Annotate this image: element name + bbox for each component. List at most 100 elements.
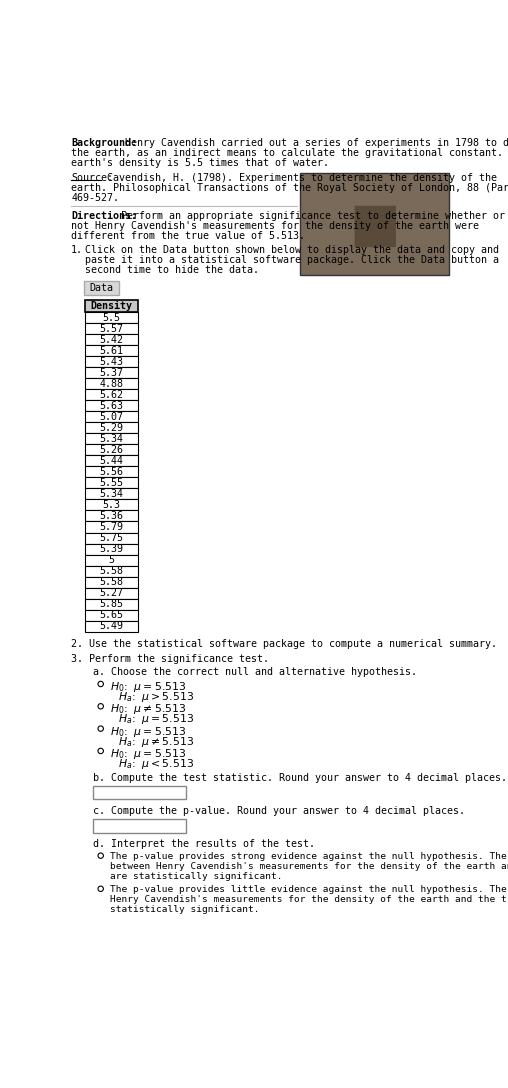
Text: 469-527.: 469-527. [71, 193, 119, 203]
Text: Directions:: Directions: [71, 211, 137, 221]
Text: 5.37: 5.37 [100, 368, 123, 378]
FancyBboxPatch shape [85, 312, 138, 323]
Text: 1.: 1. [71, 245, 83, 256]
Text: c. Compute the p-value. Round your answer to 4 decimal places.: c. Compute the p-value. Round your answe… [93, 805, 465, 816]
Text: 5.63: 5.63 [100, 400, 123, 411]
Text: 5.85: 5.85 [100, 599, 123, 609]
Text: the earth, as an indirect means to calculate the gravitational constant. A measu: the earth, as an indirect means to calcu… [71, 148, 508, 158]
FancyBboxPatch shape [85, 411, 138, 422]
Text: between Henry Cavendish's measurements for the density of the earth and the true: between Henry Cavendish's measurements f… [110, 862, 508, 870]
Text: 5.26: 5.26 [100, 445, 123, 455]
FancyBboxPatch shape [85, 566, 138, 577]
FancyBboxPatch shape [85, 478, 138, 489]
Text: The p-value provides strong evidence against the null hypothesis. The difference: The p-value provides strong evidence aga… [110, 852, 508, 861]
Text: Henry Cavendish's measurements for the density of the earth and the true value a: Henry Cavendish's measurements for the d… [110, 895, 508, 904]
Text: The p-value provides little evidence against the null hypothesis. The difference: The p-value provides little evidence aga… [110, 885, 508, 894]
FancyBboxPatch shape [93, 786, 186, 800]
FancyBboxPatch shape [85, 334, 138, 345]
Text: different from the true value of 5.513.: different from the true value of 5.513. [71, 231, 305, 240]
Text: Background:: Background: [71, 138, 137, 148]
FancyBboxPatch shape [85, 390, 138, 400]
FancyBboxPatch shape [85, 521, 138, 532]
Text: d. Interpret the results of the test.: d. Interpret the results of the test. [93, 839, 315, 849]
Text: $H_a$:  $\mu \neq 5.513$: $H_a$: $\mu \neq 5.513$ [118, 734, 194, 749]
Text: 3. Perform the significance test.: 3. Perform the significance test. [71, 654, 269, 664]
Text: are statistically significant.: are statistically significant. [110, 871, 282, 881]
Text: 5.55: 5.55 [100, 478, 123, 487]
FancyBboxPatch shape [85, 577, 138, 588]
Text: Source:: Source: [71, 173, 113, 183]
Text: $H_0$:  $\mu = 5.513$: $H_0$: $\mu = 5.513$ [110, 725, 186, 739]
Text: 5.61: 5.61 [100, 346, 123, 356]
Text: $H_0$:  $\mu = 5.513$: $H_0$: $\mu = 5.513$ [110, 680, 186, 694]
Text: earth. Philosophical Transactions of the Royal Society of London, 88 (Part II),: earth. Philosophical Transactions of the… [71, 183, 508, 193]
FancyBboxPatch shape [93, 818, 186, 832]
FancyBboxPatch shape [85, 422, 138, 433]
Text: 5: 5 [109, 555, 114, 565]
FancyBboxPatch shape [85, 345, 138, 357]
Text: 5.58: 5.58 [100, 577, 123, 588]
Text: 4.88: 4.88 [100, 379, 123, 388]
Text: statistically significant.: statistically significant. [110, 905, 260, 914]
Text: Perform an appropriate significance test to determine whether or: Perform an appropriate significance test… [115, 211, 505, 221]
Text: b. Compute the test statistic. Round your answer to 4 decimal places.: b. Compute the test statistic. Round you… [93, 772, 507, 782]
FancyBboxPatch shape [85, 588, 138, 598]
Text: not Henry Cavendish's measurements for the density of the earth were: not Henry Cavendish's measurements for t… [71, 221, 479, 231]
FancyBboxPatch shape [85, 379, 138, 390]
Text: 5.75: 5.75 [100, 533, 123, 543]
Text: 5.56: 5.56 [100, 467, 123, 477]
Text: 5.79: 5.79 [100, 522, 123, 532]
FancyBboxPatch shape [85, 499, 138, 510]
FancyBboxPatch shape [85, 300, 138, 312]
Text: Data: Data [89, 283, 113, 293]
FancyBboxPatch shape [85, 444, 138, 456]
Text: 5.29: 5.29 [100, 423, 123, 433]
Text: 5.65: 5.65 [100, 610, 123, 620]
FancyBboxPatch shape [85, 400, 138, 411]
Text: 5.62: 5.62 [100, 390, 123, 400]
Text: Henry Cavendish carried out a series of experiments in 1798 to determine the mea: Henry Cavendish carried out a series of … [119, 138, 508, 148]
FancyBboxPatch shape [85, 433, 138, 444]
Text: 5.44: 5.44 [100, 456, 123, 466]
Text: a. Choose the correct null and alternative hypothesis.: a. Choose the correct null and alternati… [93, 667, 417, 677]
Text: earth's density is 5.5 times that of water.: earth's density is 5.5 times that of wat… [71, 158, 329, 169]
Text: $H_0$:  $\mu \neq 5.513$: $H_0$: $\mu \neq 5.513$ [110, 703, 186, 716]
FancyBboxPatch shape [85, 609, 138, 620]
FancyBboxPatch shape [85, 456, 138, 467]
FancyBboxPatch shape [85, 368, 138, 379]
FancyBboxPatch shape [85, 489, 138, 499]
FancyBboxPatch shape [85, 544, 138, 555]
FancyBboxPatch shape [85, 532, 138, 544]
Text: 5.07: 5.07 [100, 412, 123, 422]
FancyBboxPatch shape [85, 620, 138, 632]
FancyBboxPatch shape [85, 357, 138, 368]
FancyBboxPatch shape [84, 281, 118, 295]
Text: second time to hide the data.: second time to hide the data. [85, 265, 259, 275]
Text: $H_0$:  $\mu = 5.513$: $H_0$: $\mu = 5.513$ [110, 747, 186, 762]
Text: 2. Use the statistical software package to compute a numerical summary.: 2. Use the statistical software package … [71, 640, 497, 650]
Text: 5.36: 5.36 [100, 511, 123, 521]
Text: 5.58: 5.58 [100, 566, 123, 576]
Text: 5.34: 5.34 [100, 489, 123, 499]
Text: 5.5: 5.5 [103, 312, 120, 323]
Text: 5.3: 5.3 [103, 500, 120, 510]
FancyBboxPatch shape [85, 510, 138, 521]
Text: $H_a$:  $\mu < 5.513$: $H_a$: $\mu < 5.513$ [118, 757, 194, 771]
FancyBboxPatch shape [85, 323, 138, 334]
Text: 5.27: 5.27 [100, 588, 123, 598]
Text: Density: Density [90, 301, 133, 311]
FancyBboxPatch shape [85, 598, 138, 609]
Text: 5.42: 5.42 [100, 335, 123, 345]
Text: 5.49: 5.49 [100, 621, 123, 631]
FancyBboxPatch shape [85, 467, 138, 478]
Text: $H_a$:  $\mu = 5.513$: $H_a$: $\mu = 5.513$ [118, 713, 194, 727]
Text: Cavendish, H. (1798). Experiments to determine the density of the: Cavendish, H. (1798). Experiments to det… [101, 173, 497, 183]
Text: paste it into a statistical software package. Click the Data button a: paste it into a statistical software pac… [85, 256, 499, 265]
Text: 5.57: 5.57 [100, 324, 123, 334]
FancyBboxPatch shape [85, 555, 138, 566]
Text: 5.34: 5.34 [100, 434, 123, 444]
Text: ▪: ▪ [346, 184, 403, 264]
Text: 5.39: 5.39 [100, 544, 123, 554]
Text: Click on the Data button shown below to display the data and copy and: Click on the Data button shown below to … [85, 245, 499, 256]
FancyBboxPatch shape [300, 173, 450, 275]
